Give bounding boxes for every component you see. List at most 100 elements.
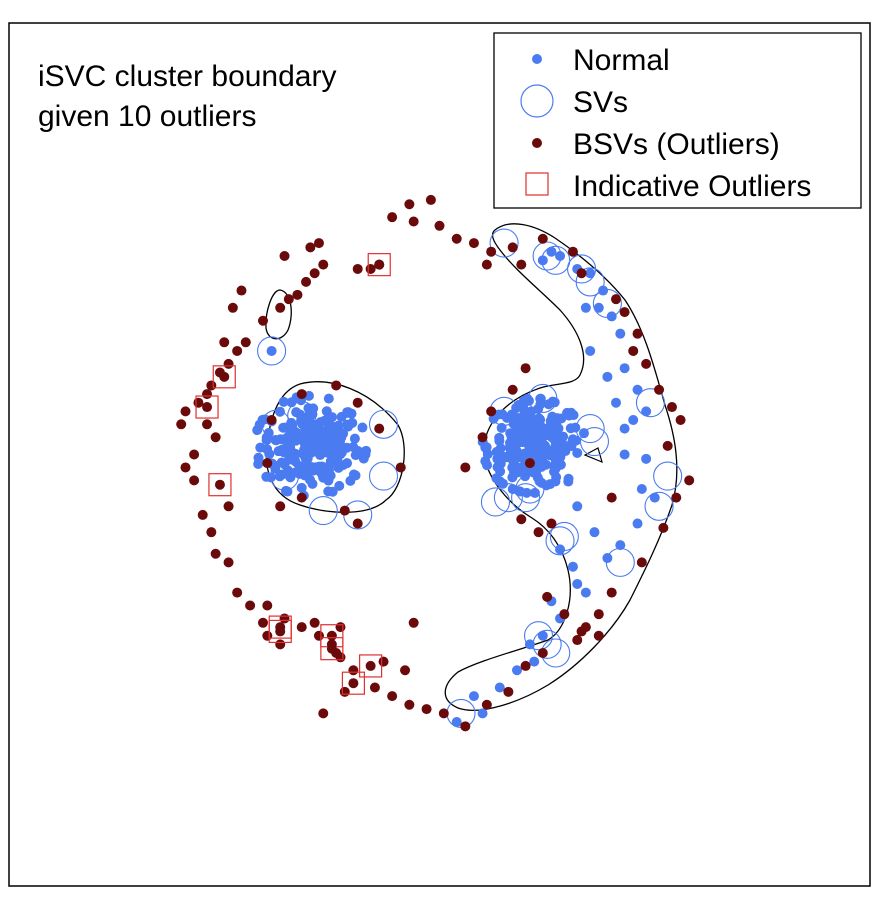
- bsv-point: [257, 617, 268, 628]
- indicative-outlier-square: [359, 654, 383, 678]
- indicative-outlier-point: [275, 626, 286, 637]
- normal-point: [301, 421, 312, 432]
- normal-point: [275, 406, 286, 417]
- normal-point: [572, 578, 583, 589]
- normal-point: [565, 423, 576, 434]
- small-island-boundary: [265, 289, 292, 340]
- bsv-point: [580, 622, 591, 633]
- bsv-point: [206, 527, 217, 538]
- normal-point: [615, 540, 626, 551]
- indicative-outlier-square: [212, 365, 236, 389]
- legend-sv-marker: [520, 84, 554, 118]
- bsv-point: [632, 328, 643, 339]
- indicative-outliers-layer: [195, 253, 391, 695]
- normal-point: [632, 384, 643, 395]
- normal-point: [451, 717, 462, 728]
- normal-point: [632, 518, 643, 529]
- legend-normal-marker: [532, 54, 542, 64]
- bsv-point: [636, 557, 647, 568]
- sv-ring: [368, 409, 399, 439]
- normal-point: [508, 428, 519, 439]
- indicative-outlier-square: [195, 395, 219, 419]
- indicative-outlier-square: [208, 473, 232, 497]
- normal-point: [649, 492, 660, 503]
- legend-bsv-label: BSVs (Outliers): [573, 128, 780, 161]
- normal-point: [593, 302, 604, 313]
- normal-point: [555, 446, 566, 457]
- bsv-point: [331, 380, 342, 391]
- normal-point: [589, 527, 600, 538]
- indicative-outlier-point: [348, 678, 359, 689]
- bsv-point: [516, 514, 527, 525]
- normal-point: [323, 447, 334, 458]
- normal-point: [296, 482, 307, 493]
- bsv-point: [611, 294, 622, 305]
- indicative-outlier-point: [374, 259, 385, 270]
- bsv-point: [559, 609, 570, 620]
- indicative-outlier-point: [365, 660, 376, 671]
- bsv-point: [619, 307, 630, 318]
- bsv-point: [387, 212, 398, 223]
- normal-point: [262, 444, 273, 455]
- bsv-point: [572, 635, 583, 646]
- normal-point: [494, 682, 505, 693]
- bsv-point: [387, 691, 398, 702]
- sv-ring: [308, 496, 338, 526]
- normal-point: [641, 453, 652, 464]
- normal-point: [261, 432, 272, 443]
- sv-ring: [579, 427, 610, 457]
- indicative-outlier-point: [202, 402, 213, 413]
- normal-point: [524, 639, 535, 650]
- normal-point: [291, 407, 302, 418]
- normal-point: [507, 472, 518, 483]
- bsv-point: [425, 194, 436, 205]
- bsv-point: [275, 302, 286, 313]
- sv-ring: [532, 241, 562, 271]
- normal-point: [572, 447, 583, 458]
- bsv-point: [279, 251, 290, 262]
- bsv-point: [468, 238, 479, 249]
- chart-title-line-1: iSVC cluster boundary: [38, 60, 336, 93]
- normal-point: [552, 437, 563, 448]
- normal-point: [347, 417, 358, 428]
- bsv-point: [641, 358, 652, 369]
- normal-point: [511, 665, 522, 676]
- bsv-point: [516, 259, 527, 270]
- bsv-point: [438, 708, 449, 719]
- bsv-point: [219, 337, 230, 348]
- normal-point: [494, 476, 505, 487]
- sv-ring: [644, 491, 674, 521]
- bsv-point: [339, 505, 350, 516]
- sv-ring: [545, 526, 575, 556]
- normal-point: [477, 708, 488, 719]
- bsv-point: [223, 501, 234, 512]
- normal-point: [254, 456, 265, 467]
- normal-point: [345, 475, 356, 486]
- normal-point: [585, 345, 596, 356]
- bsv-point: [313, 238, 324, 249]
- normal-point: [585, 268, 596, 279]
- bsv-point: [369, 682, 380, 693]
- normal-point: [537, 255, 548, 266]
- normal-point: [611, 397, 622, 408]
- bsv-point: [352, 518, 363, 529]
- normal-point: [321, 429, 332, 440]
- indicative-outlier-square: [341, 671, 365, 695]
- bsv-point: [404, 699, 415, 710]
- normal-point: [507, 484, 518, 495]
- bsv-point: [421, 704, 432, 715]
- bsv-point: [197, 509, 208, 520]
- bsv-point: [296, 492, 307, 503]
- bsv-point: [339, 686, 350, 697]
- bsv-point: [180, 406, 191, 417]
- chart-title-line-2: given 10 outliers: [38, 100, 256, 133]
- normal-point: [492, 453, 503, 464]
- bsv-point: [606, 587, 617, 598]
- sv-ring: [480, 487, 511, 517]
- bsv-point: [335, 622, 346, 633]
- bsv-point: [537, 647, 548, 658]
- bsv-point: [481, 259, 492, 270]
- legend: Normal SVs BSVs (Outliers) Indicative Ou…: [493, 32, 862, 209]
- bsv-point: [301, 276, 312, 287]
